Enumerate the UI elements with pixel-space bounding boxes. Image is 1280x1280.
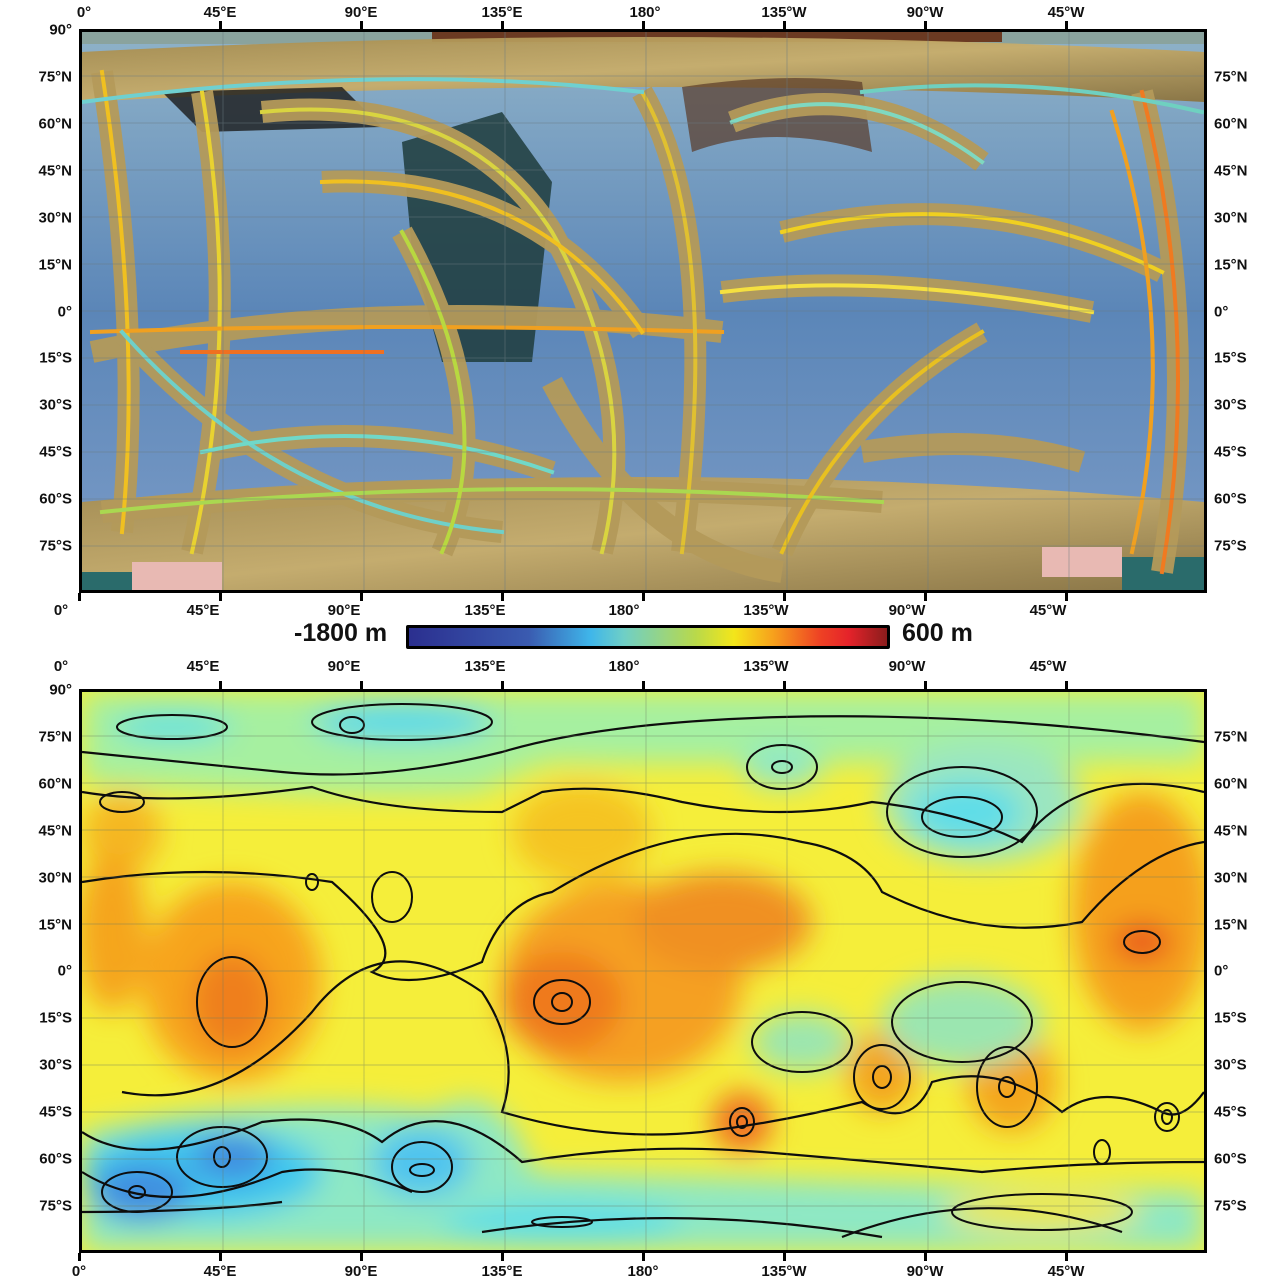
lat-label: 45°S [39,443,72,461]
lon-label: 135°E [464,602,506,619]
lat-label: 30°S [39,396,72,414]
lat-label: 0° [57,962,72,980]
lat-label: 60°N [38,115,72,133]
lat-label: 45°N [1214,822,1248,840]
lon-label: 0° [53,602,69,619]
lat-label: 60°N [1214,115,1248,133]
elevation-colorbar [406,625,890,649]
mosaic-map-graphic [82,32,1204,590]
lat-label: 60°S [39,490,72,508]
lat-label: 15°N [38,256,72,274]
lat-label: 30°S [1214,396,1247,414]
lat-label: 45°S [39,1103,72,1121]
lon-label: 135°E [481,4,523,21]
topography-contour-graphic [82,692,1204,1250]
lat-label: 75°N [1214,728,1248,746]
lat-label: 0° [57,303,72,321]
lat-label: 60°S [39,1150,72,1168]
lat-label: 75°N [1214,68,1248,86]
bottom-topography-map [79,689,1207,1253]
lat-label: 90° [49,681,72,699]
colorbar-max-label: 600 m [902,619,973,647]
lon-label: 90°E [327,658,361,675]
lon-label: 45°W [1047,4,1085,21]
lon-label: 45°W [1029,658,1067,675]
colorbar-min-label: -1800 m [294,619,388,647]
lat-label: 30°S [1214,1056,1247,1074]
lat-label: 45°S [1214,1103,1247,1121]
lon-label: 45°E [186,602,220,619]
lon-label: 90°W [888,658,926,675]
lat-label: 30°S [39,1056,72,1074]
lon-label: 45°W [1029,602,1067,619]
lon-label: 135°W [761,1263,807,1280]
lon-label: 45°E [203,4,237,21]
lon-label: 90°W [906,4,944,21]
lon-label: 90°E [327,602,361,619]
lat-label: 60°S [1214,1150,1247,1168]
lat-label: 45°N [38,162,72,180]
lon-label: 180° [608,602,640,619]
lon-label: 0° [76,4,92,21]
lat-label: 15°S [1214,349,1247,367]
lat-label: 30°N [1214,869,1248,887]
lon-label: 45°E [203,1263,237,1280]
lat-label: 30°N [1214,209,1248,227]
lat-label: 75°S [1214,1197,1247,1215]
lon-label: 135°E [481,1263,523,1280]
lon-label: 135°E [464,658,506,675]
lat-label: 60°N [38,775,72,793]
lat-label: 15°S [39,349,72,367]
lat-label: 75°S [39,537,72,555]
lat-label: 90° [49,21,72,39]
lon-label: 0° [53,658,69,675]
lat-label: 75°S [1214,537,1247,555]
lon-label: 90°W [906,1263,944,1280]
lat-label: 75°S [39,1197,72,1215]
lat-label: 15°N [1214,916,1248,934]
lat-label: 15°N [1214,256,1248,274]
lon-label: 180° [627,1263,659,1280]
lon-label: 180° [629,4,661,21]
lat-label: 15°N [38,916,72,934]
lat-label: 60°N [1214,775,1248,793]
lon-label: 45°E [186,658,220,675]
lon-label: 90°W [888,602,926,619]
lat-label: 0° [1214,962,1229,980]
lon-label: 135°W [743,602,789,619]
lon-label: 135°W [761,4,807,21]
lat-label: 15°S [1214,1009,1247,1027]
lon-label: 90°E [344,1263,378,1280]
lat-label: 30°N [38,209,72,227]
lon-label: 0° [71,1263,87,1280]
lat-label: 45°N [1214,162,1248,180]
lat-label: 30°N [38,869,72,887]
lat-label: 45°N [38,822,72,840]
lat-label: 45°S [1214,443,1247,461]
lat-label: 15°S [39,1009,72,1027]
lon-label: 90°E [344,4,378,21]
lat-label: 75°N [38,68,72,86]
lat-label: 60°S [1214,490,1247,508]
lon-label: 45°W [1047,1263,1085,1280]
lat-label: 0° [1214,303,1229,321]
lat-label: 75°N [38,728,72,746]
lon-label: 135°W [743,658,789,675]
top-mosaic-map [79,29,1207,593]
lon-label: 180° [608,658,640,675]
